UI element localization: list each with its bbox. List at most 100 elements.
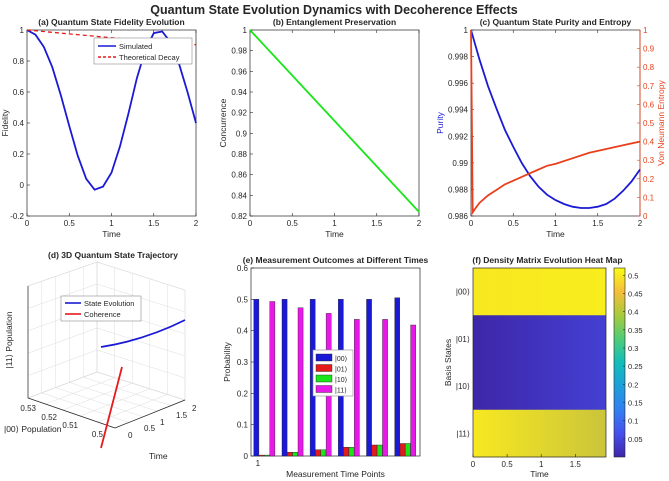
bar: [399, 443, 406, 457]
bar: [292, 452, 298, 457]
y-tick-label-right: 0.6: [643, 100, 655, 109]
y-tick-label-right: 1: [643, 26, 648, 35]
x-axis-label: Time: [530, 469, 549, 479]
bar: [366, 299, 372, 457]
bar: [348, 447, 355, 457]
legend-label: Theoretical Decay: [119, 53, 180, 62]
grid-line: [27, 349, 98, 376]
y-tick-label-right: 0.8: [643, 63, 655, 72]
y-tick-label-right: 0.5: [643, 119, 655, 128]
grid-line: [83, 376, 172, 406]
y-tick-label: |10⟩: [456, 382, 470, 391]
y-axis-label-right: Von Neumann Entropy: [656, 79, 666, 165]
coherence-line: [100, 366, 123, 449]
x-axis-label: Time: [102, 229, 121, 239]
y-tick-label: 0.986: [448, 212, 469, 221]
bar: [394, 297, 401, 457]
bar: [382, 319, 388, 457]
y-tick-label: 0.4: [237, 327, 249, 336]
x-tick-label: 1: [539, 460, 544, 469]
x-tick-label: 0: [25, 219, 30, 228]
legend-label: |00⟩: [335, 355, 348, 363]
bar: [376, 444, 383, 457]
legend-label: Coherence: [84, 310, 121, 319]
panel-title: (a) Quantum State Fidelity Evolution: [38, 17, 184, 27]
panel-title: (c) Quantum State Purity and Entropy: [480, 17, 632, 27]
colorbar-tick-label: 0.05: [628, 435, 643, 444]
figure-title: Quantum State Evolution Dynamics with De…: [150, 3, 517, 17]
plot-frame: [470, 29, 641, 217]
y-tick-label: 0.994: [448, 106, 469, 115]
bar: [269, 301, 276, 457]
panel-title: (d) 3D Quantum State Trajectory: [48, 250, 178, 260]
panel-a-fidelity: 0 0.5 1 1.5 2-0.200.20.40.60.81(a) Quantum S…: [0, 17, 199, 239]
z-axis-label: |11⟩ Population: [4, 311, 14, 368]
grid-line: [96, 327, 186, 357]
grid-line: [27, 327, 98, 354]
y-tick-label: 1.5: [176, 411, 188, 420]
bar: [354, 319, 360, 457]
x-tick-label: 0.5: [508, 219, 520, 228]
y-tick-label: 1: [160, 418, 165, 427]
y-tick-label: 0.996: [448, 79, 469, 88]
grid-line: [96, 349, 186, 379]
grid-line: [62, 382, 133, 411]
y-tick-label: 0.6: [13, 88, 25, 97]
concurrence-line: [249, 29, 420, 213]
y-tick-label: 0: [244, 452, 249, 461]
y-tick-label: |11⟩: [456, 429, 470, 438]
colorbar-tick-label: 0.3: [628, 344, 638, 353]
y-tick-label: 0.1: [237, 421, 249, 430]
y-tick-label: 0.84: [231, 191, 247, 200]
y-tick-label: 1: [243, 26, 248, 35]
bar: [315, 449, 321, 457]
y-tick-label: 0.5: [144, 424, 156, 433]
y-tick-label-right: 0: [643, 212, 648, 221]
legend-swatch: [315, 353, 333, 362]
x-tick-label: 1.5: [371, 219, 383, 228]
x-tick-label: 0.5: [92, 430, 104, 439]
y-tick-label: 0: [128, 431, 133, 440]
y-axis-label: Time: [149, 451, 168, 461]
grid-line: [80, 388, 150, 417]
x-tick-label: 2: [194, 219, 199, 228]
y-tick-label: 0.988: [448, 185, 469, 194]
y-tick-label: 0.2: [13, 150, 25, 159]
x-tick-label: 1.5: [148, 219, 160, 228]
colorbar-tick-label: 0.35: [628, 326, 643, 335]
y-tick-label-right: 0.1: [643, 193, 655, 202]
x-tick-label: 2: [638, 219, 643, 228]
bar: [371, 444, 378, 457]
x-axis-label: Time: [546, 229, 565, 239]
panel-f-heatmap: (f) Density Matrix Evolution Heat Map |00…: [443, 255, 643, 479]
y-tick-label: 0.86: [231, 171, 247, 180]
bar: [320, 449, 327, 457]
panel-e-measurement-bars: 0 0.1 0.2 0.3 0.4 0.5 0.6(e) Measurement Outco…: [222, 255, 429, 479]
y-tick-label: 1: [20, 26, 25, 35]
heatmap-row: [473, 362, 606, 411]
x-tick-label: 1: [332, 219, 337, 228]
legend-label: State Evolution: [84, 299, 134, 308]
y-tick-label: 0.9: [236, 129, 248, 138]
legend-swatch: [315, 385, 333, 393]
grid-line: [41, 392, 130, 423]
x-axis-line: [27, 397, 116, 429]
panel-b-entanglement: 0 0.5 1 1.5 2 0.82 0.84 0.86 0.88 0.9 0.92 0.94 0.96…: [218, 17, 422, 239]
y-tick-label: 0.4: [13, 119, 25, 128]
x-tick-label: 1.5: [592, 219, 604, 228]
side-wall: [27, 261, 98, 399]
x-axis-label: Measurement Time Points: [286, 469, 385, 479]
y-tick-label: 0: [20, 181, 25, 190]
bar: [297, 307, 304, 457]
y-tick-label: 0.992: [448, 132, 469, 141]
y-tick-label: 0.82: [231, 212, 247, 221]
y-tick-label-right: 0.4: [643, 138, 655, 147]
legend-label: |01⟩: [335, 366, 348, 374]
y-axis-label: Probability: [222, 341, 232, 381]
bar: [258, 454, 265, 457]
x-tick-label: 0: [248, 219, 253, 228]
x-axis-label: |00⟩ Population: [4, 424, 62, 434]
state-evolution-line: [100, 319, 186, 348]
bar: [343, 447, 349, 457]
heatmap-row: [473, 409, 606, 458]
